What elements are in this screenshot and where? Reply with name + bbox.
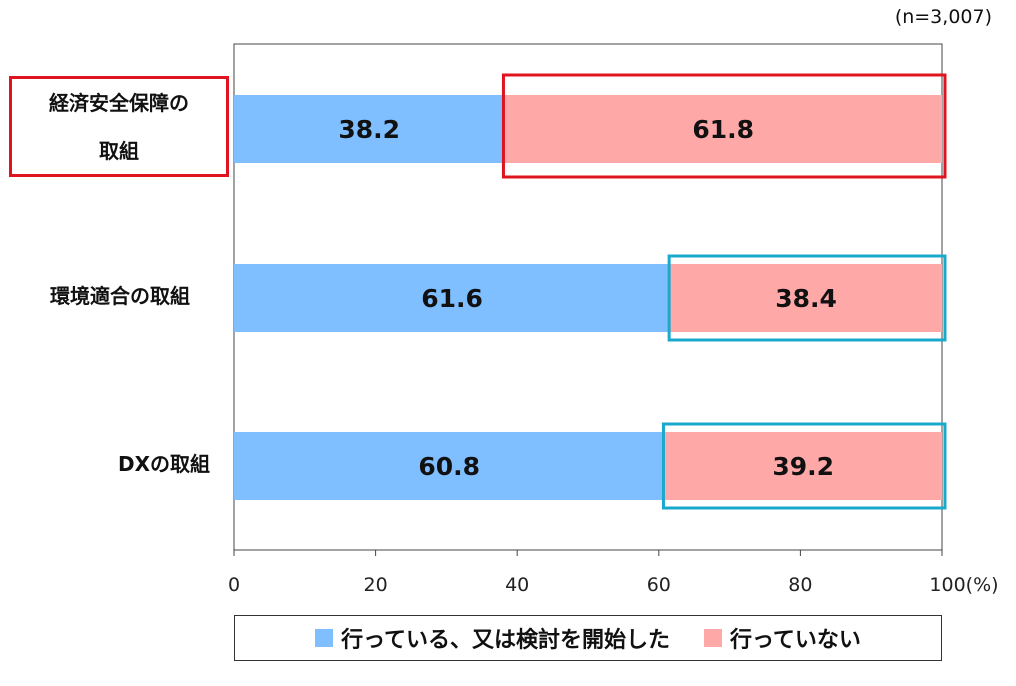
bar-segment-done: [234, 264, 671, 332]
data-label: 60.8: [418, 452, 480, 481]
category-label-dx: DXの取組: [10, 440, 230, 488]
highlight-box: [501, 73, 947, 179]
x-tick-label: 80: [788, 574, 812, 596]
category-label-line: DXの取組: [117, 452, 210, 476]
legend-item-done: 行っている、又は検討を開始した: [315, 622, 670, 654]
highlight-box: [667, 254, 947, 342]
legend-swatch-done: [315, 629, 334, 647]
category-label-line: 取組: [99, 139, 139, 163]
highlight-box: [661, 422, 947, 510]
category-label-line: 経済安全保障の: [49, 91, 189, 115]
legend: 行っている、又は検討を開始した 行っていない: [234, 615, 942, 661]
category-label-economic-security: 経済安全保障の 取組: [9, 76, 229, 177]
category-label-line: 環境適合の取組: [50, 284, 190, 308]
category-label-environment: 環境適合の取組: [10, 272, 230, 320]
x-tick-label: 40: [505, 574, 529, 596]
legend-label-done: 行っている、又は検討を開始した: [341, 628, 670, 653]
bar-segment-done: [234, 432, 665, 500]
bar-segment-done: [234, 95, 505, 163]
data-label: 61.6: [421, 284, 483, 313]
legend-label-not-done: 行っていない: [730, 628, 861, 653]
data-label: 38.4: [775, 284, 837, 313]
sample-size-note: (n=3,007): [894, 6, 992, 28]
x-tick-label: 60: [647, 574, 671, 596]
x-tick-label: 0: [228, 574, 240, 596]
bar-segment-not-done: [670, 264, 942, 332]
x-tick-label: 100(%): [929, 574, 998, 596]
legend-item-not-done: 行っていない: [704, 622, 861, 654]
legend-swatch-not-done: [704, 629, 722, 647]
bar-segment-not-done: [504, 95, 942, 163]
data-label: 39.2: [772, 452, 834, 481]
bar-segment-not-done: [664, 432, 942, 500]
data-label: 61.8: [692, 115, 754, 144]
data-label: 38.2: [338, 115, 400, 144]
x-tick-label: 20: [364, 574, 388, 596]
